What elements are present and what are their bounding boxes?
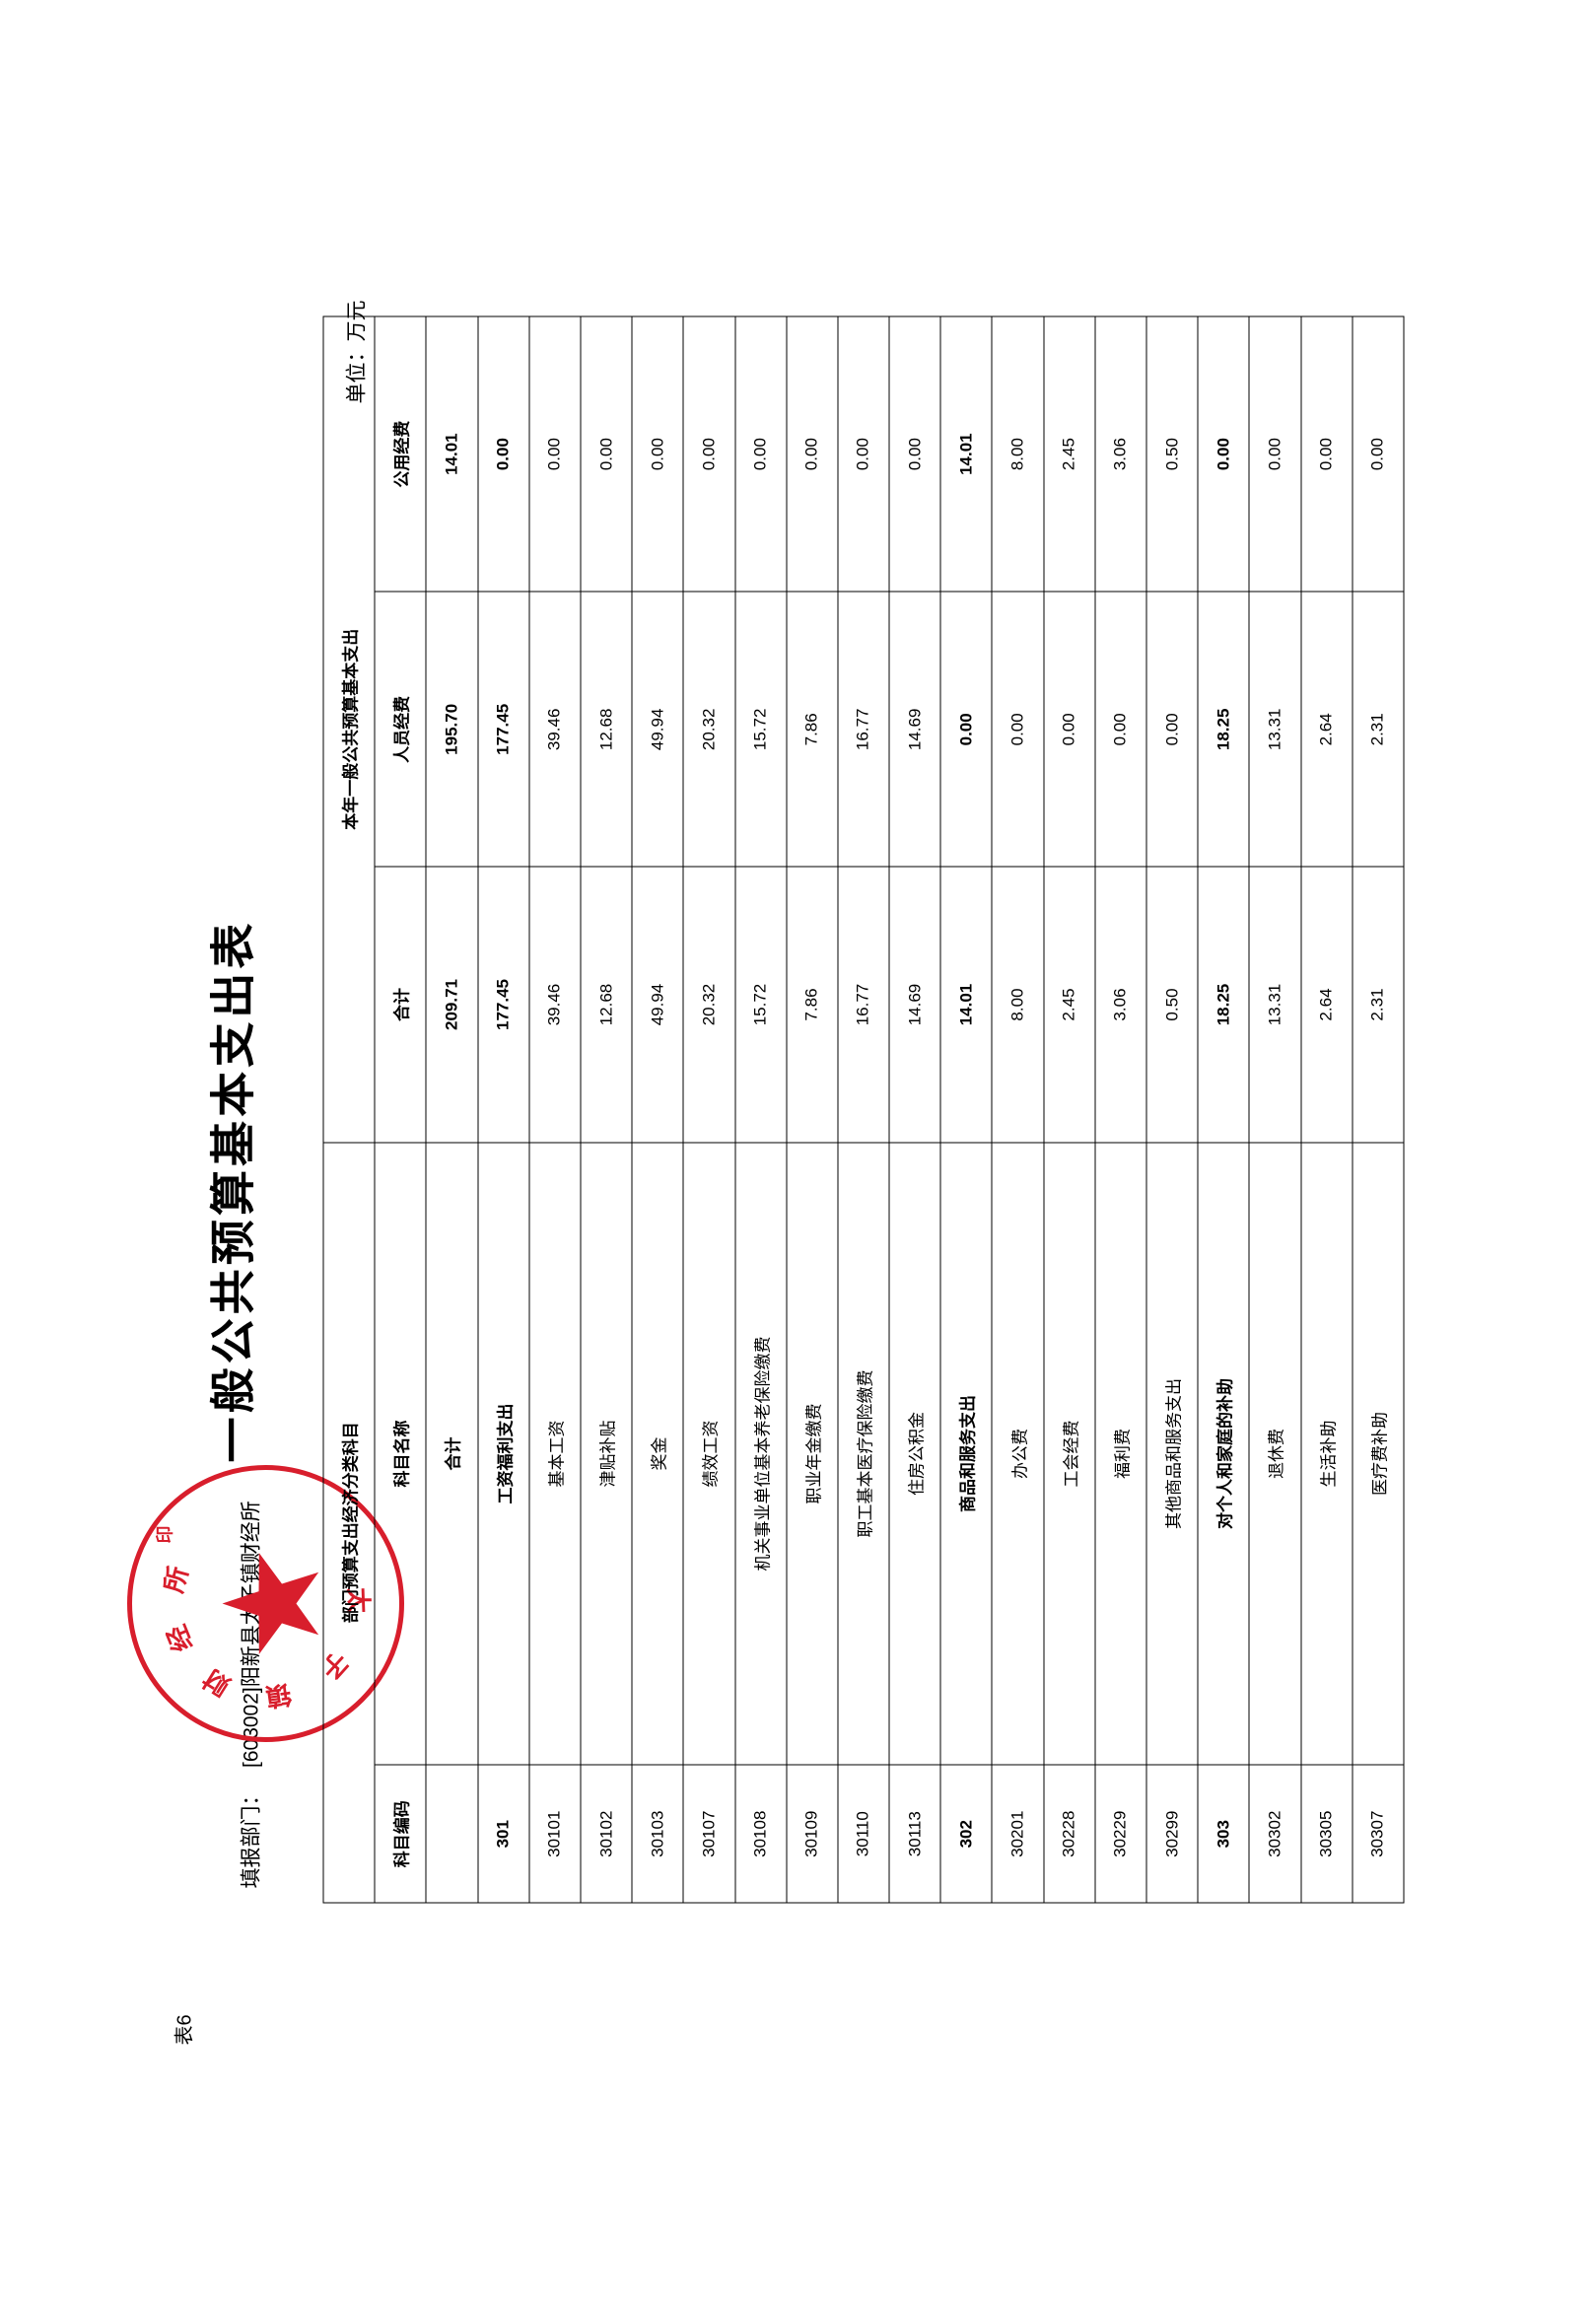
svg-text:经: 经 xyxy=(161,1621,198,1655)
svg-text:印: 印 xyxy=(155,1525,174,1543)
svg-text:所: 所 xyxy=(158,1563,193,1595)
svg-text:镇: 镇 xyxy=(263,1679,293,1712)
svg-text:财: 财 xyxy=(197,1662,235,1701)
